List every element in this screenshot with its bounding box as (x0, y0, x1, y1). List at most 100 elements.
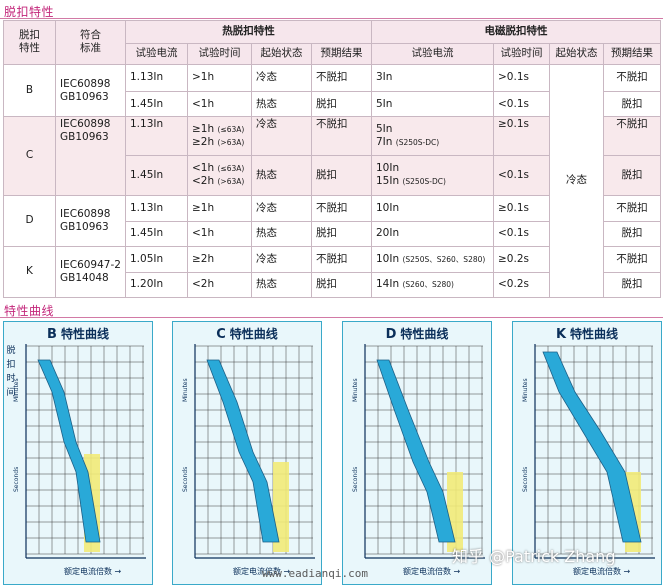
curve-graph: 额定电流倍数 → Minutes Seconds (522, 344, 655, 576)
table-cell: 脱扣 (603, 154, 661, 196)
curve-graph: 额定电流倍数 → Minutes Seconds (182, 344, 315, 576)
divider (0, 18, 663, 19)
table-cell: 1.13In (125, 194, 188, 222)
table-cell: 不脱扣 (603, 63, 661, 93)
axis-unit-label: Minutes (13, 378, 20, 402)
header-test-time: 试验时间 (187, 42, 252, 65)
watermark-site: www.eadianqi.com (262, 567, 368, 580)
curve-k: K (3, 245, 56, 299)
table-cell: 1.45In (125, 220, 188, 247)
table-cell: <0.1s (493, 91, 550, 118)
axis-unit-label: Minutes (182, 378, 189, 402)
table-cell: 1.13In (125, 116, 188, 156)
axis-label-time: 脱扣时间 (6, 346, 16, 398)
x-axis-label: 额定电流倍数 → (64, 566, 122, 576)
curve-panel-b: 额定电流倍数 → Minutes Seconds B 特性曲线 脱扣时间 (3, 321, 153, 585)
standard-c: IEC60898 GB10963 (55, 116, 126, 196)
header-test-current: 试验电流 (125, 42, 188, 65)
table-cell: 不脱扣 (311, 63, 372, 93)
table-cell: 脱扣 (603, 220, 661, 247)
table-cell: 10In (371, 194, 494, 222)
header-start-state: 起始状态 (549, 42, 604, 65)
thermal-band (37, 359, 101, 543)
table-cell: 14In (S260、S280) (371, 271, 494, 299)
table-cell: <1h (187, 91, 252, 118)
header-expected: 预期结果 (311, 42, 372, 65)
table-cell: 不脱扣 (603, 245, 661, 273)
x-axis-label: 额定电流倍数 → (403, 566, 461, 576)
thermal-band (206, 359, 280, 543)
table-cell: 不脱扣 (311, 194, 372, 222)
curve-graph: 额定电流倍数 → Minutes Seconds (13, 344, 146, 576)
header-expected: 预期结果 (603, 42, 661, 65)
table-cell: ≥0.1s (493, 116, 550, 156)
curve-panel-c: 额定电流倍数 → Minutes Seconds C 特性曲线 (172, 321, 322, 585)
table-cell: 热态 (251, 91, 312, 118)
table-cell: <1h (187, 220, 252, 247)
curve-b: B (3, 63, 56, 118)
table-cell: >1h (187, 63, 252, 93)
curve-panel-k: 额定电流倍数 → Minutes Seconds K 特性曲线 (512, 321, 662, 585)
table-cell: 冷态 (251, 116, 312, 156)
table-cell: <0.1s (493, 154, 550, 196)
magnetic-start-state: 冷态 (549, 63, 604, 299)
table-cell: 5In (371, 91, 494, 118)
table-cell: 3In (371, 63, 494, 93)
table-cell: 脱扣 (311, 220, 372, 247)
table-cell: 脱扣 (603, 91, 661, 118)
trip-curves: 额定电流倍数 → Minutes Seconds B 特性曲线 脱扣时间 额定电流倍数… (0, 318, 663, 588)
table-cell: 1.20In (125, 271, 188, 299)
table-cell: ≥0.2s (493, 245, 550, 273)
header-start-state: 起始状态 (251, 42, 312, 65)
table-cell: ≥0.1s (493, 194, 550, 222)
instantaneous-band (273, 462, 289, 552)
header-magnetic: 电磁脱扣特性 (371, 20, 661, 44)
x-axis-label: 额定电流倍数 → (573, 566, 631, 576)
thermal-band (542, 351, 642, 543)
standard-b: IEC60898 GB10963 (55, 63, 126, 118)
axis-unit-label: Seconds (522, 467, 529, 492)
table-cell: 1.45In (125, 91, 188, 118)
table-cell: ≥2h (187, 245, 252, 273)
table-cell: 不脱扣 (603, 194, 661, 222)
header-thermal: 热脱扣特性 (125, 20, 372, 44)
table-cell: <0.2s (493, 271, 550, 299)
table-cell: 1.05In (125, 245, 188, 273)
axis-unit-label: Seconds (352, 467, 359, 492)
curve-graph: 额定电流倍数 → Minutes Seconds (352, 344, 485, 576)
watermark-author: 知乎 @Patrick Zhang (452, 547, 616, 566)
standard-k: IEC60947-2 GB14048 (55, 245, 126, 299)
thermal-band (376, 359, 456, 543)
curve-title: D 特性曲线 (385, 327, 449, 342)
axis-unit-label: Seconds (182, 467, 189, 492)
section-title-trip: 脱扣特性 (4, 5, 55, 19)
table-cell: <1h (≤63A) <2h (>63A) (187, 154, 252, 196)
curve-panel-d: 额定电流倍数 → Minutes Seconds D 特性曲线 (342, 321, 492, 585)
table-cell: <2h (187, 271, 252, 299)
x-axis-label: 额定电流倍数 → (233, 566, 291, 576)
table-cell: 不脱扣 (603, 116, 661, 156)
header-curve: 脱扣 特性 (3, 20, 56, 65)
curve-title: B 特性曲线 (47, 327, 109, 342)
table-cell: 脱扣 (603, 271, 661, 299)
table-cell: 1.45In (125, 154, 188, 196)
axis-unit-label: Seconds (13, 467, 20, 492)
table-cell: 不脱扣 (311, 245, 372, 273)
header-test-time: 试验时间 (493, 42, 550, 65)
table-cell: 冷态 (251, 194, 312, 222)
table-cell: 冷态 (251, 63, 312, 93)
standard-d: IEC60898 GB10963 (55, 194, 126, 247)
table-cell: 冷态 (251, 245, 312, 273)
table-cell: 脱扣 (311, 271, 372, 299)
divider (0, 317, 663, 318)
table-cell: 热态 (251, 154, 312, 196)
table-cell: 不脱扣 (311, 116, 372, 156)
table-cell: 热态 (251, 220, 312, 247)
table-cell: 热态 (251, 271, 312, 299)
table-cell: ≥1h (187, 194, 252, 222)
curve-title: K 特性曲线 (555, 327, 619, 342)
table-cell: 脱扣 (311, 154, 372, 196)
table-cell: >0.1s (493, 63, 550, 93)
header-test-current: 试验电流 (371, 42, 494, 65)
axis-unit-label: Minutes (522, 378, 529, 402)
